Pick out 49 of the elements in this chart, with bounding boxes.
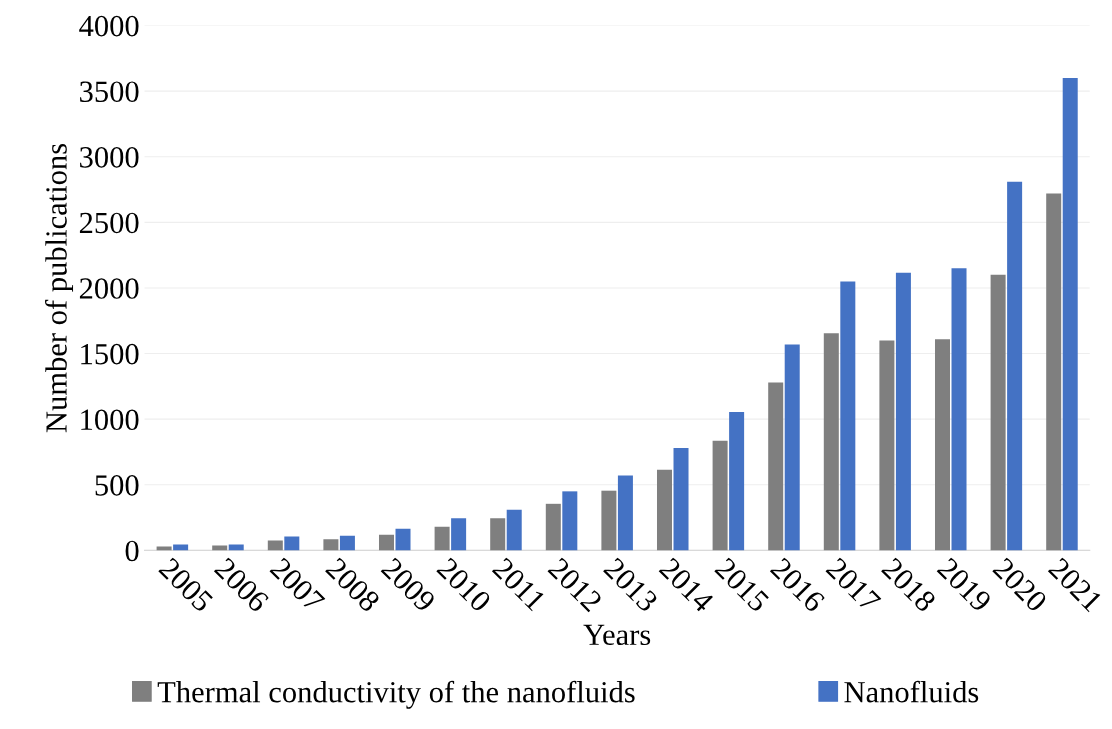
y-tick-label: 2000 <box>79 278 139 299</box>
y-tick-label: 2500 <box>79 212 139 234</box>
bar <box>156 546 172 551</box>
bar <box>617 475 633 551</box>
bar <box>267 540 283 551</box>
bar <box>935 339 951 551</box>
bar <box>395 528 411 551</box>
x-tick-label: 2007 <box>269 556 326 614</box>
bar <box>339 535 355 551</box>
y-tick-label: 500 <box>95 475 139 496</box>
bar <box>1046 193 1062 551</box>
bar <box>1062 78 1078 551</box>
x-tick-label: 2017 <box>825 556 882 614</box>
bar <box>729 411 745 551</box>
bar <box>506 509 522 551</box>
y-tick-label: 0 <box>125 540 139 562</box>
y-tick-label: 1000 <box>81 409 139 431</box>
bar <box>879 340 895 551</box>
bar <box>451 518 467 551</box>
bar <box>673 448 689 551</box>
y-tick-label: 1500 <box>81 343 139 365</box>
y-tick-label: 3500 <box>80 81 139 103</box>
bar <box>212 545 228 551</box>
y-axis-title: Number of publications <box>45 143 74 433</box>
bar <box>784 344 800 551</box>
bar <box>323 539 339 551</box>
bar <box>173 544 189 551</box>
bar <box>657 469 673 551</box>
bar <box>990 274 1006 551</box>
y-tick-label: 4000 <box>79 15 139 37</box>
bar <box>490 518 506 551</box>
bar <box>545 503 561 551</box>
bar <box>601 490 617 551</box>
bar <box>434 526 450 551</box>
bar <box>562 491 578 551</box>
bar <box>840 281 856 551</box>
legend-label: Thermal conductivity of the nanofluids <box>157 680 635 709</box>
bar <box>823 333 839 551</box>
y-tick-label: 3000 <box>80 147 139 168</box>
bar <box>284 536 300 551</box>
bar <box>951 268 967 551</box>
bar <box>712 440 728 551</box>
bar <box>379 534 395 551</box>
bar <box>895 272 911 551</box>
bar <box>228 544 244 551</box>
x-axis-title: Years <box>583 624 651 646</box>
legend-label: Nanofluids <box>844 680 979 703</box>
bar <box>768 382 784 551</box>
bar <box>1007 181 1023 551</box>
